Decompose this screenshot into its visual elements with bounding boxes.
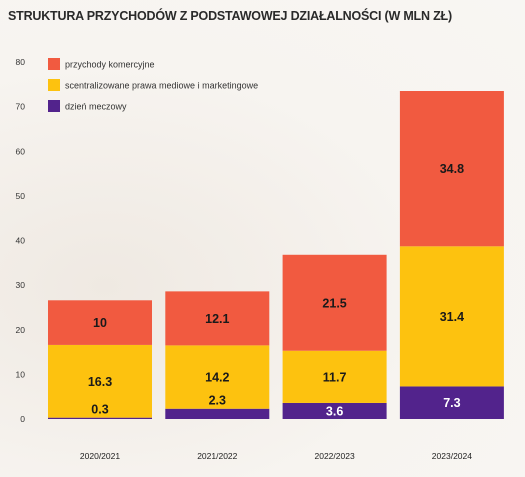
x-tick-label: 2022/2023 [315,451,355,461]
legend-label: scentralizowane prawa mediowe i marketin… [65,81,258,91]
bar-segment [165,408,270,419]
data-label: 34.8 [440,162,464,176]
bar-segment [48,417,152,419]
x-tick-label: 2020/2021 [80,451,120,461]
data-label: 16.3 [88,375,112,389]
bar-segment [48,344,152,418]
y-tick-label: 20 [16,325,26,335]
bar-segment [399,246,504,387]
bar-segment [282,254,387,351]
data-label: 21.5 [322,296,346,310]
data-label: 12.1 [205,312,229,326]
data-label: 10 [93,316,107,330]
data-label: 2.3 [209,394,226,408]
y-tick-label: 80 [16,57,26,67]
legend-label: dzień meczowy [65,102,127,112]
bar-segment [165,345,270,409]
y-tick-label: 60 [16,146,26,156]
data-label: 0.3 [91,403,108,417]
x-tick-label: 2023/2024 [432,451,472,461]
legend: przychody komercyjne scentralizowane praw… [48,58,258,112]
legend-label: przychody komercyjne [65,60,155,70]
y-tick-label: 50 [16,191,26,201]
legend-swatch [48,79,60,91]
data-label: 7.3 [443,396,460,410]
data-label: 3.6 [326,404,343,418]
x-tick-label: 2021/2022 [197,451,237,461]
bar-segment [282,350,387,403]
data-label: 31.4 [440,310,464,324]
chart-title: STRUKTURA PRZYCHODÓW Z PODSTAWOWEJ DZIAŁ… [8,9,452,23]
data-label: 11.7 [323,370,347,384]
legend-swatch [48,58,60,70]
bar-segment [165,291,270,346]
y-tick-label: 40 [16,236,26,246]
bar-segment [282,402,387,419]
y-tick-label: 10 [16,369,26,379]
bars [48,91,504,419]
bar-segment [48,300,152,345]
bar-segment [399,386,504,419]
y-axis: 0 10 20 30 40 50 60 70 80 [16,57,26,424]
y-tick-label: 70 [16,102,26,112]
value-labels: 0.3 16.3 10 2.3 14.2 12.1 3.6 11.7 21.5 7.3 31.4 34… [88,162,464,418]
legend-swatch [48,100,60,112]
bar-segment [399,91,504,247]
y-tick-label: 30 [16,280,26,290]
x-axis: 2020/2021 2021/2022 2022/2023 2023/2024 [80,451,472,461]
y-tick-label: 0 [20,414,25,424]
data-label: 14.2 [205,371,229,385]
